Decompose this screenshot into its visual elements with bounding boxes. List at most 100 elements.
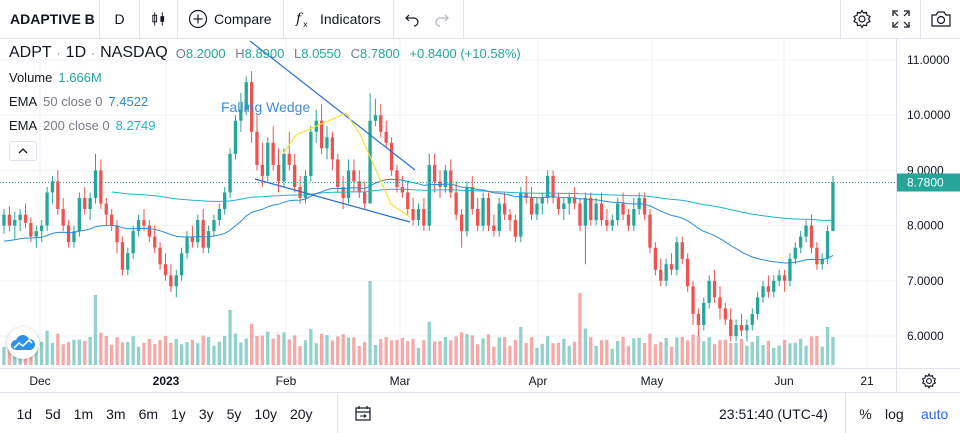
candle-body — [449, 170, 453, 193]
candle-body — [815, 247, 819, 265]
candle-body — [7, 214, 11, 226]
undo-icon[interactable] — [404, 11, 420, 27]
volume-bar — [572, 341, 577, 365]
volume-bar — [276, 334, 281, 365]
gear-icon — [921, 373, 936, 389]
volume-bar — [476, 344, 480, 365]
settings-button[interactable] — [840, 0, 882, 38]
volume-bar — [616, 341, 620, 365]
falling-wedge-drawing[interactable]: Falling Wedge — [221, 40, 416, 223]
compare-label: Compare — [214, 11, 272, 27]
interval-label: D — [114, 11, 125, 27]
go-to-date-button[interactable] — [337, 393, 387, 433]
candle-body — [206, 231, 211, 248]
volume-bar — [632, 338, 636, 365]
candle-body — [729, 319, 733, 336]
candle-body — [513, 220, 517, 237]
range-1m[interactable]: 1m — [73, 405, 94, 422]
indicators-label: Indicators — [320, 11, 381, 27]
symbol-search[interactable]: ADAPTIVE B — [0, 0, 100, 38]
candle-body — [363, 192, 367, 204]
range-10y[interactable]: 10y — [254, 405, 277, 422]
svg-text:x: x — [303, 20, 308, 29]
volume-bar — [594, 346, 598, 365]
candle-body — [169, 275, 173, 287]
indicators-button[interactable]: f x Indicators — [284, 0, 394, 38]
chevron-up-icon — [18, 148, 28, 154]
volume-bar — [459, 332, 464, 365]
volume-bar — [626, 345, 631, 365]
axis-settings-button[interactable] — [896, 369, 960, 393]
price-axis[interactable]: 11.0000 10.0000 9.0000 8.0000 7.0000 6.0000 8.… — [896, 39, 960, 368]
candle-body — [642, 198, 647, 215]
timezone-clock[interactable]: 23:51:40 (UTC-4) — [719, 406, 828, 422]
volume-bar — [443, 337, 447, 365]
interval-button[interactable]: D — [100, 0, 140, 38]
candle-body — [497, 203, 501, 232]
candle-body — [648, 214, 652, 248]
range-5d[interactable]: 5d — [45, 405, 61, 422]
volume-bar — [519, 327, 523, 365]
candle-body — [594, 203, 598, 221]
range-1d[interactable]: 1d — [16, 405, 33, 422]
candle-body — [486, 198, 491, 226]
candle-body — [379, 115, 383, 132]
chart-type-button[interactable] — [140, 0, 178, 38]
volume-bar — [589, 337, 593, 365]
compare-button[interactable]: Compare — [178, 0, 284, 38]
time-axis[interactable]: Dec 2023 Feb Mar Apr May Jun 21 — [0, 368, 960, 393]
range-6m[interactable]: 6m — [138, 405, 159, 422]
candle-body — [546, 175, 550, 198]
bottom-toolbar: 1d 5d 1m 3m 6m 1y 3y 5y 10y 20y 23:51:40… — [0, 392, 960, 433]
candle-body — [691, 286, 695, 314]
volume-bar — [513, 340, 517, 365]
screenshot-button[interactable] — [920, 0, 960, 38]
range-1y[interactable]: 1y — [171, 405, 186, 422]
candle-body — [77, 198, 81, 232]
candle-body — [524, 192, 528, 198]
volume-bar — [508, 345, 512, 365]
candle-body — [357, 181, 361, 193]
wedge-upper-line[interactable] — [249, 40, 416, 171]
time-label-may: May — [640, 374, 664, 388]
volume-legend[interactable]: Volume 1.666M — [9, 65, 527, 89]
candle-body — [239, 109, 243, 121]
volume-bar — [691, 334, 695, 365]
range-3y[interactable]: 3y — [198, 405, 214, 422]
candle-body — [626, 214, 631, 226]
candle-body — [384, 131, 388, 143]
candle-body — [309, 131, 313, 176]
candle-body — [723, 308, 727, 320]
fullscreen-button[interactable] — [882, 0, 920, 38]
bar-chart-icon — [152, 12, 165, 26]
candle-body — [702, 302, 706, 325]
log-scale-button[interactable]: log — [885, 406, 904, 422]
pattern-label: Falling Wedge — [221, 99, 310, 115]
ema50-legend[interactable]: EMA 50 close 0 7.4522 — [9, 89, 527, 113]
ema200-legend[interactable]: EMA 200 close 0 8.2749 — [9, 113, 527, 137]
range-5y[interactable]: 5y — [226, 405, 242, 422]
candle-body — [745, 325, 749, 331]
volume-bar — [535, 347, 539, 365]
volume-bar — [319, 333, 324, 365]
tradingview-logo[interactable] — [7, 327, 39, 359]
fx-icon: f x — [295, 11, 308, 29]
legend-collapse-button[interactable] — [9, 141, 37, 161]
candle-body — [632, 209, 636, 226]
time-label-21: 21 — [860, 374, 874, 388]
wedge-lower-line[interactable] — [254, 178, 411, 223]
candle-body — [83, 198, 87, 209]
wedge-zigzag[interactable] — [282, 112, 411, 218]
ema200-line — [111, 188, 834, 221]
range-3m[interactable]: 3m — [106, 405, 126, 422]
auto-scale-button[interactable]: auto — [921, 406, 949, 422]
price-tick-label: 6.0000 — [907, 329, 944, 343]
percent-scale-button[interactable]: % — [845, 393, 885, 433]
candle-body — [131, 231, 135, 254]
range-20y[interactable]: 20y — [289, 405, 313, 422]
candle-body — [72, 231, 76, 243]
candle-body — [718, 297, 722, 309]
volume-bar — [772, 347, 776, 365]
redo-icon[interactable] — [434, 11, 450, 27]
main-series-legend[interactable]: ADPT · 1D · NASDAQ O8.2000 H8.8900 L8.05… — [9, 41, 527, 65]
